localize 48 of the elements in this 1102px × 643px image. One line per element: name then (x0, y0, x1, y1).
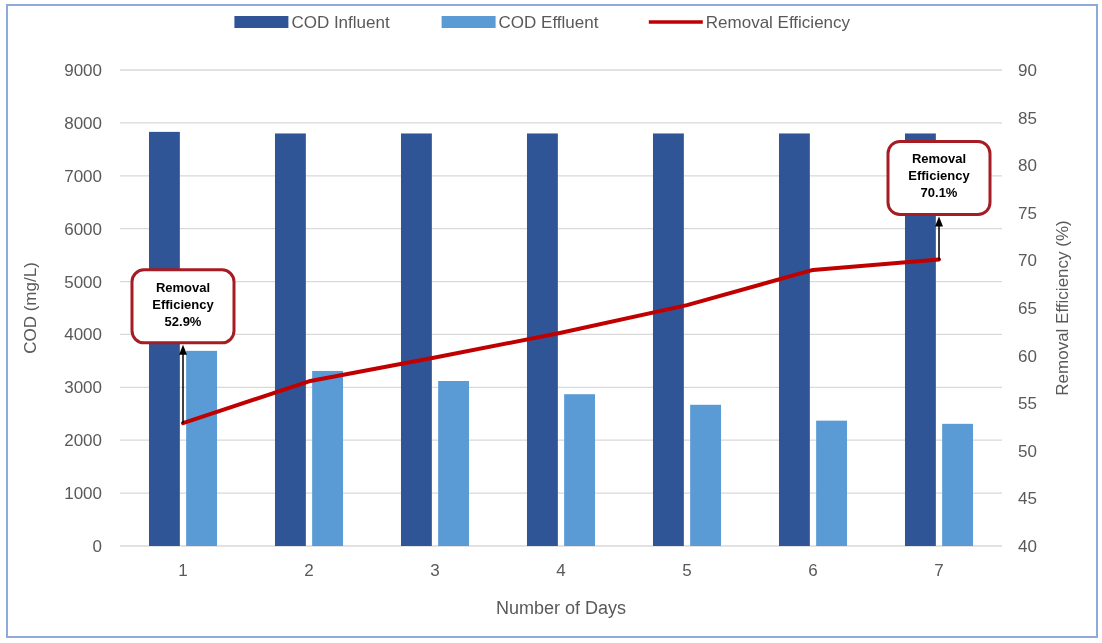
x-tick-label: 2 (304, 561, 314, 580)
y-tick-label: 3000 (64, 378, 102, 398)
y2-tick-label: 75 (1018, 203, 1037, 223)
bar (438, 380, 470, 546)
y2-tick-label: 40 (1018, 536, 1037, 556)
y2-tick-label: 60 (1018, 346, 1037, 366)
y2-tick-label: 65 (1018, 298, 1037, 318)
x-tick-label: 1 (178, 561, 188, 580)
y2-tick-label: 85 (1018, 108, 1037, 128)
bar (778, 133, 810, 546)
bar (274, 133, 306, 546)
annotation: Removal Efficiency 52.9% (152, 279, 215, 329)
x-tick-label: 5 (682, 561, 692, 580)
annotation: Removal Efficiency 70.1% (908, 151, 971, 201)
y-tick-label: 0 (92, 536, 102, 556)
y2-tick-label: 55 (1018, 394, 1037, 414)
y2-tick-label: 50 (1018, 441, 1037, 461)
legend-label: COD Influent (291, 12, 390, 32)
y-tick-label: 2000 (64, 431, 102, 451)
bar (942, 423, 974, 546)
y2-tick-label: 70 (1018, 251, 1037, 271)
y-tick-label: 5000 (64, 272, 102, 292)
x-tick-label: 3 (430, 561, 440, 580)
x-tick-label: 4 (556, 561, 566, 580)
x-axis-title: Number of Days (495, 598, 627, 618)
bar (690, 404, 722, 546)
y-axis-title: COD (mg/L) (21, 262, 40, 354)
y2-axis-title: Removal Efficiency (%) (1053, 220, 1072, 396)
y-tick-label: 7000 (64, 166, 102, 186)
x-tick-label: 6 (808, 561, 818, 580)
bar (526, 133, 558, 546)
y2-tick-label: 80 (1018, 156, 1037, 176)
x-tick-label: 7 (934, 561, 944, 580)
y-tick-label: 6000 (64, 219, 102, 239)
y-tick-label: 9000 (64, 60, 102, 80)
y-tick-label: 8000 (64, 113, 102, 133)
bar (564, 394, 596, 546)
bar (312, 370, 344, 546)
y-tick-label: 1000 (64, 484, 102, 504)
legend-label: Removal Efficiency (705, 12, 851, 32)
legend-label: COD Effluent (498, 12, 599, 32)
bar (400, 133, 432, 546)
y2-tick-label: 45 (1018, 489, 1037, 509)
bar (186, 350, 218, 546)
y2-tick-label: 90 (1018, 60, 1037, 80)
bar (816, 420, 848, 546)
bar (652, 133, 684, 546)
y-tick-label: 4000 (64, 325, 102, 345)
